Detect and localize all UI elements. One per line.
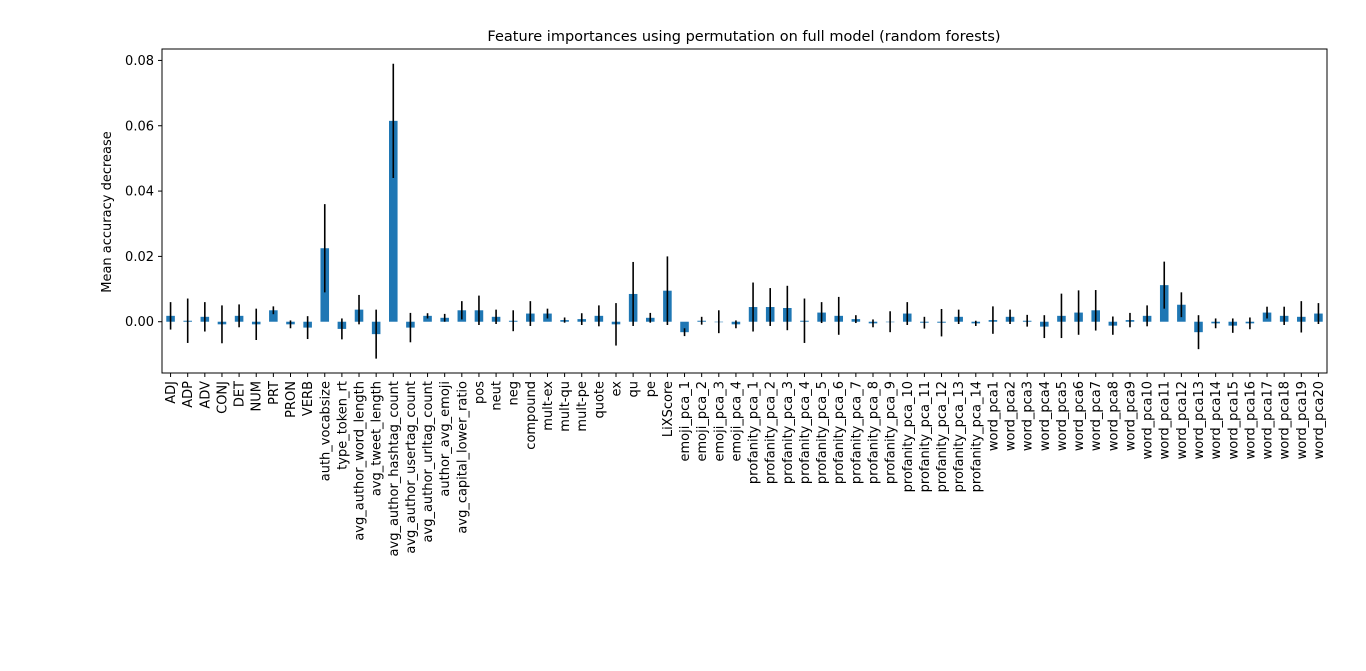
x-tick-label: word_pca1 xyxy=(986,381,1001,451)
x-tick-label: avg_tweet_length xyxy=(370,381,385,496)
x-tick-label: mult-ex xyxy=(541,381,556,431)
x-tick-label: profanity_pca_7 xyxy=(849,381,864,484)
plot-area-frame xyxy=(161,48,1328,374)
x-tick-label: profanity_pca_2 xyxy=(764,381,779,484)
x-tick-label: word_pca11 xyxy=(1158,381,1173,459)
x-tick-label: NUM xyxy=(250,381,265,411)
bar xyxy=(680,321,689,333)
bar xyxy=(389,120,398,322)
x-tick-label: author_avg_emoji xyxy=(438,381,453,497)
bar xyxy=(423,315,432,322)
x-tick-label: profanity_pca_6 xyxy=(832,381,847,484)
x-tick-label: mult-pe xyxy=(575,381,590,432)
x-tick-label: word_pca8 xyxy=(1106,381,1121,451)
y-tick-label: 0.02 xyxy=(125,250,154,265)
x-tick-label: profanity_pca_1 xyxy=(747,381,762,484)
x-tick-label: avg_author_usertag_count xyxy=(404,381,419,554)
x-tick-label: word_pca2 xyxy=(1004,381,1019,451)
x-tick-label: word_pca6 xyxy=(1072,381,1087,451)
x-tick-label: VERB xyxy=(301,381,316,416)
x-tick-label: word_pca20 xyxy=(1312,381,1327,459)
y-tick-label: 0.06 xyxy=(125,119,154,134)
x-tick-label: ADJ xyxy=(164,381,179,404)
x-tick-label: avg_capital_lower_ratio xyxy=(455,381,470,534)
x-tick-label: profanity_pca_5 xyxy=(815,381,830,484)
x-tick-label: profanity_pca_9 xyxy=(884,381,899,484)
x-axis-ticks: ADJ ADP ADV CONJ DET NUM PRT PRON VERB auth_vocab… xyxy=(164,373,1327,556)
x-tick-label: avg_author_urltag_count xyxy=(421,381,436,542)
x-tick-label: quote xyxy=(592,381,607,419)
x-tick-label: word_pca16 xyxy=(1243,381,1258,459)
x-tick-label: DET xyxy=(233,381,248,407)
x-tick-label: word_pca10 xyxy=(1141,381,1156,459)
x-tick-label: neg xyxy=(507,381,522,406)
x-tick-label: type_token_rt xyxy=(335,381,350,470)
x-tick-label: emoji_pca_1 xyxy=(678,381,693,461)
x-tick-label: CONJ xyxy=(215,381,230,414)
x-tick-label: avg_author_word_length xyxy=(353,381,368,541)
x-tick-label: avg_author_hashtag_count xyxy=(387,381,402,556)
x-tick-label: pos xyxy=(472,381,487,404)
x-tick-label: profanity_pca_4 xyxy=(798,381,813,484)
error-bars xyxy=(169,63,1320,359)
x-tick-label: ex xyxy=(610,381,625,397)
x-tick-label: pe xyxy=(644,381,659,397)
x-tick-label: profanity_pca_14 xyxy=(969,381,984,492)
x-tick-label: qu xyxy=(627,381,642,398)
x-tick-label: word_pca4 xyxy=(1038,381,1053,451)
x-tick-label: profanity_pca_13 xyxy=(952,381,967,492)
x-tick-label: word_pca5 xyxy=(1055,381,1070,451)
x-tick-label: mult-qu xyxy=(558,381,573,432)
y-axis-label: Mean accuracy decrease xyxy=(100,131,115,293)
y-tick-label: 0.00 xyxy=(125,315,154,330)
x-tick-label: LiXScore xyxy=(661,381,676,437)
x-tick-label: word_pca9 xyxy=(1123,381,1138,451)
x-tick-label: ADP xyxy=(181,381,196,408)
x-tick-label: word_pca19 xyxy=(1295,381,1310,459)
x-tick-label: word_pca7 xyxy=(1089,381,1104,451)
x-tick-label: word_pca12 xyxy=(1175,381,1190,459)
x-tick-label: word_pca15 xyxy=(1226,381,1241,459)
y-axis-ticks: 0.00 0.02 0.04 0.06 0.08 xyxy=(125,54,162,330)
x-tick-label: profanity_pca_10 xyxy=(901,381,916,492)
x-tick-label: word_pca17 xyxy=(1261,381,1276,459)
x-tick-label: word_pca14 xyxy=(1209,381,1224,459)
x-tick-label: emoji_pca_3 xyxy=(712,381,727,461)
x-tick-label: profanity_pca_11 xyxy=(918,381,933,492)
x-tick-label: word_pca13 xyxy=(1192,381,1207,459)
chart-title: Feature importances using permutation on… xyxy=(487,29,1000,45)
x-tick-label: emoji_pca_2 xyxy=(695,381,710,461)
x-tick-label: compound xyxy=(524,381,539,450)
x-tick-label: profanity_pca_8 xyxy=(866,381,881,484)
x-tick-label: profanity_pca_3 xyxy=(781,381,796,484)
x-tick-label: ADV xyxy=(198,381,213,409)
x-tick-label: word_pca18 xyxy=(1278,381,1293,459)
x-tick-label: PRT xyxy=(267,381,282,405)
x-tick-label: profanity_pca_12 xyxy=(935,381,950,492)
bars xyxy=(166,120,1323,335)
x-tick-label: auth_vocabsize xyxy=(318,381,333,481)
y-tick-label: 0.04 xyxy=(125,185,154,200)
bar xyxy=(269,310,278,322)
x-tick-label: PRON xyxy=(284,381,299,418)
y-tick-label: 0.08 xyxy=(125,54,154,69)
x-tick-label: emoji_pca_4 xyxy=(729,381,744,461)
x-tick-label: neut xyxy=(490,381,505,411)
x-tick-label: word_pca3 xyxy=(1021,381,1036,451)
